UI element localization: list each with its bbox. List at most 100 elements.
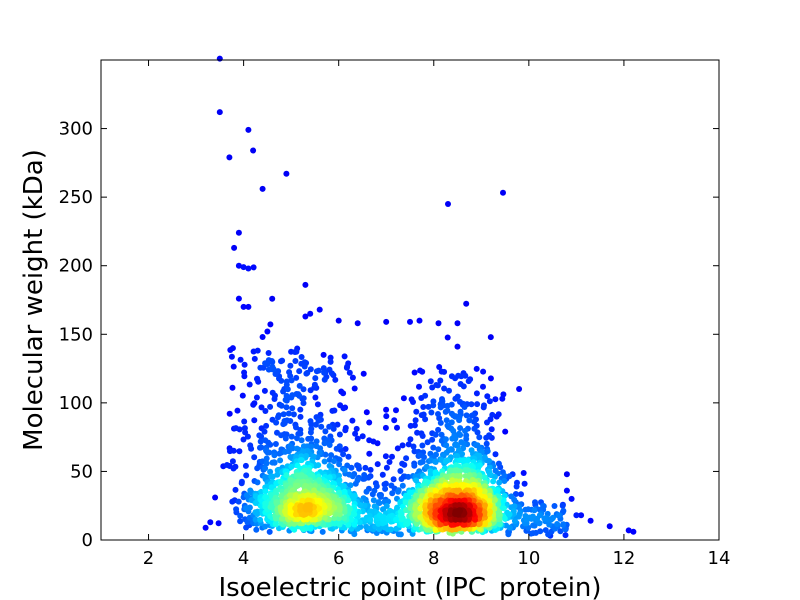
data-point (254, 347, 261, 354)
x-tick-label: 10 (517, 548, 540, 569)
data-point (262, 523, 269, 530)
data-point (342, 427, 349, 434)
data-point (267, 403, 274, 410)
data-point (443, 417, 450, 424)
data-point (435, 502, 442, 509)
data-point (280, 411, 287, 418)
data-point (257, 438, 264, 445)
data-point (341, 505, 348, 511)
data-point (430, 402, 437, 409)
data-point (267, 513, 274, 520)
data-point (321, 376, 328, 383)
data-point (399, 460, 406, 467)
data-point (360, 370, 367, 377)
data-point (239, 392, 246, 399)
data-point (321, 458, 328, 465)
data-point (343, 364, 350, 371)
data-point (297, 413, 304, 420)
data-point (240, 303, 247, 310)
data-point (250, 147, 257, 154)
data-point (262, 465, 269, 472)
data-point (397, 531, 404, 538)
data-point (326, 423, 333, 430)
data-point (310, 453, 317, 460)
data-point (271, 452, 278, 459)
data-point (389, 453, 395, 460)
data-point (383, 464, 390, 471)
data-point (349, 374, 356, 381)
data-point (297, 457, 304, 464)
data-point (295, 391, 302, 398)
data-point (441, 368, 448, 375)
data-point (298, 437, 305, 444)
data-point (407, 318, 413, 325)
data-point (484, 448, 491, 455)
data-point (341, 515, 348, 521)
data-point (259, 185, 266, 192)
data-point (298, 354, 305, 360)
data-point (563, 471, 570, 478)
data-point (272, 392, 278, 399)
data-point (487, 334, 494, 341)
data-point (272, 441, 279, 447)
data-point (258, 433, 265, 440)
data-point (321, 440, 328, 447)
data-point (481, 474, 488, 481)
data-point (369, 491, 376, 498)
data-point (395, 487, 402, 494)
data-point (316, 449, 323, 456)
data-point (253, 526, 260, 533)
data-point (337, 402, 344, 409)
x-tick-label: 6 (333, 548, 344, 569)
data-point (229, 458, 236, 465)
data-point (349, 417, 356, 424)
data-point (269, 295, 276, 302)
data-point (363, 409, 370, 416)
data-point (241, 369, 248, 376)
data-point (352, 480, 359, 487)
data-point (362, 464, 369, 471)
data-point (254, 511, 261, 517)
x-tick-label: 4 (238, 548, 249, 569)
data-point (366, 450, 373, 457)
data-point (382, 453, 389, 460)
data-point (390, 476, 397, 483)
data-point (500, 505, 507, 512)
data-point (432, 458, 439, 465)
data-point (471, 418, 478, 425)
data-point (264, 361, 271, 368)
data-point (501, 472, 508, 479)
data-point (262, 500, 269, 507)
data-point (468, 412, 475, 419)
data-point (462, 427, 468, 434)
data-point (336, 521, 343, 528)
data-point (341, 467, 348, 474)
data-point (346, 369, 353, 376)
data-point (389, 512, 396, 519)
data-point (510, 508, 517, 515)
data-point (480, 368, 487, 375)
data-point (356, 465, 363, 472)
data-point (334, 421, 341, 428)
data-point (463, 412, 470, 419)
data-point (273, 499, 280, 506)
data-point (241, 425, 248, 432)
data-point (461, 404, 468, 410)
data-point (235, 262, 242, 269)
data-point (336, 511, 343, 518)
y-tick-label: 300 (59, 119, 93, 140)
data-point (293, 424, 299, 431)
data-point (293, 348, 300, 355)
data-point (383, 413, 390, 420)
data-point (308, 435, 315, 442)
data-point (473, 365, 480, 372)
data-point (263, 460, 270, 467)
data-point (383, 318, 390, 325)
data-point (422, 416, 429, 423)
data-point (397, 512, 404, 519)
data-point (371, 503, 378, 510)
data-point (287, 443, 294, 449)
x-axis-title: Isoelectric point (IPC_protein) (218, 573, 601, 600)
data-point (495, 460, 502, 467)
data-point (413, 477, 420, 484)
